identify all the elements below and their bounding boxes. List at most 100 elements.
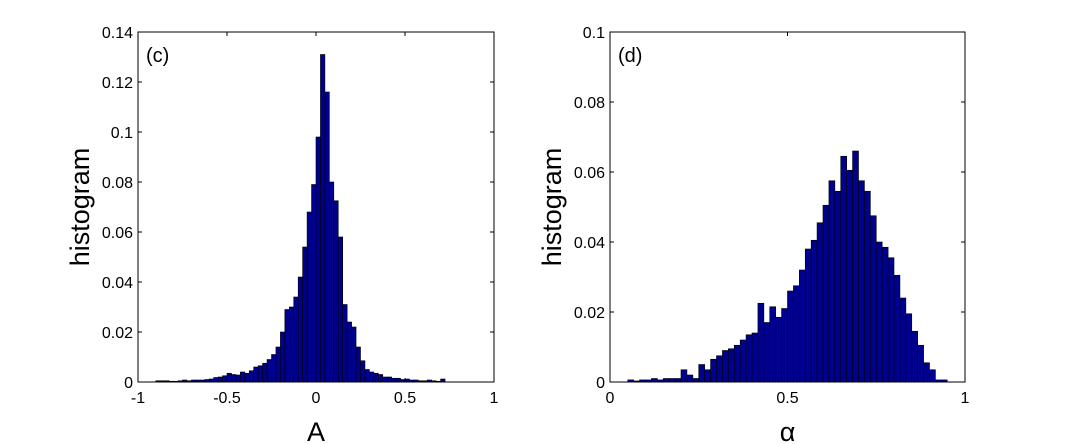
histogram-bar [757, 302, 765, 383]
histogram-bar [231, 374, 237, 383]
x-tick-label: 0 [606, 390, 615, 407]
x-axis-label: A [307, 417, 325, 444]
histogram-bar [373, 372, 379, 383]
histogram-bar [342, 304, 348, 383]
histogram-bar [763, 322, 771, 383]
histogram-bar [674, 378, 682, 383]
histogram-bar [704, 369, 711, 383]
histogram-bar [293, 296, 299, 383]
histogram-bar [881, 246, 889, 383]
x-tick-label: 0.5 [776, 390, 798, 407]
y-tick-label: 0.14 [102, 25, 133, 42]
y-tick-label: 0.02 [574, 305, 605, 322]
histogram-bar [692, 378, 700, 383]
y-tick-label: 0.02 [102, 325, 133, 342]
histogram-bar [905, 313, 913, 383]
histogram-bar [346, 321, 352, 383]
histogram-bar [391, 377, 397, 383]
histogram-bar [257, 365, 263, 383]
histogram-bar [333, 200, 339, 383]
histogram-bar [840, 155, 847, 383]
histogram-bar [244, 372, 250, 383]
histogram-bar [816, 222, 824, 383]
panel-label: (c) [146, 45, 169, 67]
histogram-bar [887, 257, 895, 383]
histogram-bar [728, 348, 735, 383]
histogram-bar [351, 326, 357, 383]
histogram-bar [213, 377, 219, 383]
histogram-bar [302, 246, 308, 383]
histogram-bar [275, 346, 281, 383]
histogram-bar [329, 181, 335, 383]
y-tick-label: 0 [596, 375, 605, 392]
histogram-bar [775, 316, 782, 383]
y-tick-label: 0.1 [111, 125, 133, 142]
histogram-bar [266, 359, 272, 383]
histogram-bar [662, 378, 670, 383]
histogram-bar [911, 330, 918, 383]
histogram-bar [377, 374, 384, 383]
histogram-panel-c: -1 -0.5 0 0.5 1 0 0.02 0.04 0.06 0.08 0.1 0.12 0.14 (… [65, 25, 498, 444]
histogram-bar [799, 269, 806, 383]
histogram-bar [395, 377, 401, 383]
x-tick-label: -0.5 [213, 390, 241, 407]
x-axis-label: α [780, 417, 796, 444]
histogram-bar [271, 354, 277, 383]
histogram-bar [710, 358, 717, 383]
histogram-bar [382, 376, 388, 383]
histogram-bar [893, 274, 901, 383]
histogram-bar [262, 362, 268, 383]
histogram-bar [804, 248, 812, 383]
histogram-bar [311, 184, 317, 383]
histogram-bar [722, 350, 729, 383]
histogram-bar [320, 54, 326, 383]
histogram-bar [929, 369, 936, 383]
histogram-bar [235, 374, 241, 383]
panel-label: (d) [618, 45, 642, 67]
histogram-bar [315, 136, 321, 383]
histogram-bar [297, 276, 303, 383]
histogram-bar [253, 366, 259, 383]
y-tick-label: 0.06 [574, 165, 605, 182]
histogram-bar [716, 355, 723, 383]
histogram-bar [386, 376, 392, 383]
histogram-bar [781, 308, 788, 383]
histogram-bar [240, 371, 246, 383]
x-tick-label: 1 [961, 390, 970, 407]
histogram-bar [686, 374, 694, 383]
y-axis-label: histogram [65, 148, 95, 267]
histogram-bar [834, 190, 842, 383]
histogram-bar [360, 360, 366, 383]
histogram-bar [870, 215, 877, 383]
histogram-bar [288, 306, 295, 383]
histogram-bar [858, 180, 865, 383]
histogram-panel-d: 0 0.5 1 0 0.02 0.04 0.06 0.08 0.1 (d) α histogram [537, 25, 969, 444]
histogram-bar [248, 370, 254, 383]
histogram-bar [222, 375, 228, 383]
histogram-bar [828, 180, 836, 383]
y-tick-label: 0.1 [583, 25, 605, 42]
histogram-bar [822, 204, 830, 383]
y-tick-label: 0.04 [574, 235, 605, 252]
y-tick-label: 0.12 [102, 75, 133, 92]
x-tick-label: -1 [131, 390, 145, 407]
x-tick-label: 0.5 [394, 390, 416, 407]
histogram-bar [280, 331, 286, 383]
histogram-bar [217, 376, 223, 383]
histogram-bar [864, 190, 871, 383]
histogram-bar [698, 364, 705, 383]
histogram-bar [923, 362, 930, 383]
histogram-bar [846, 169, 853, 383]
x-tick-label: 0 [312, 390, 321, 407]
y-axis-label: histogram [537, 148, 567, 267]
histogram-bar [364, 369, 370, 383]
histogram-bar [733, 344, 741, 383]
y-tick-label: 0.04 [102, 275, 133, 292]
histogram-bar [337, 236, 343, 383]
y-tick-label: 0.06 [102, 225, 133, 242]
histogram-bar [787, 290, 794, 383]
histogram-bar [745, 334, 753, 383]
histogram-bar [899, 297, 907, 383]
histogram-bar [324, 91, 330, 383]
